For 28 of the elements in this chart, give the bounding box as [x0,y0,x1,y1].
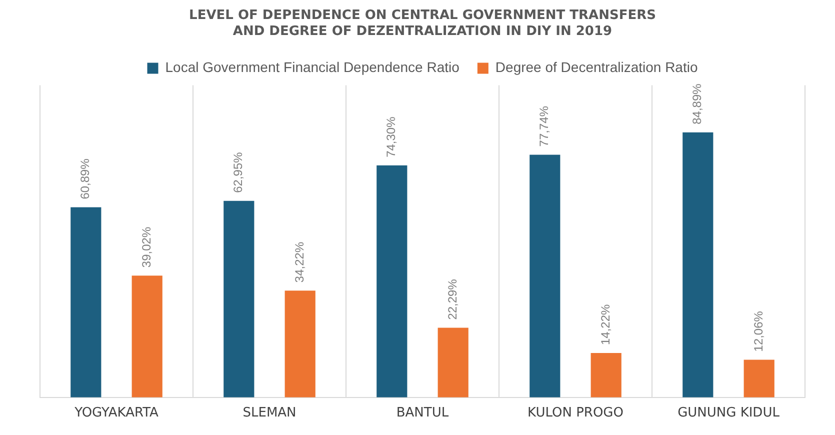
x-tick-label: SLEMAN [242,406,296,421]
bar [438,328,468,398]
data-label: 22,29% [445,278,460,320]
data-label: 12,06% [751,310,766,352]
data-label: 34,22% [292,242,306,283]
data-label: 60,89% [78,158,92,200]
bar [590,353,622,398]
x-tick-label: YOGYAKARTA [74,406,159,421]
bar [132,276,162,398]
bar [682,132,714,398]
legend-label: Local Government Financial Dependence Ratio [165,59,460,76]
data-label: 77,74% [537,106,552,147]
data-label: 62,95% [231,152,246,193]
data-label: 39,02% [139,226,154,268]
legend-label: Degree of Decentralization Ratio [495,59,698,76]
x-tick-label: KULON PROGO [528,406,624,421]
bar [284,290,316,398]
x-tick-label: BANTUL [396,406,450,421]
data-label: 84,89% [690,83,704,124]
bar [530,154,560,398]
bar [70,207,102,398]
x-tick-label: GUNUNG KIDUL [678,406,780,421]
bar [744,360,774,398]
data-label: 74,30% [384,116,398,158]
bar [224,200,254,398]
bar [376,165,408,398]
chart-title: LEVEL OF DEPENDENCE ON CENTRAL GOVERNMENT TRANSFERS AND DEGREE OF DEZENTRALIZATION IN DIY IN 2019 [189,8,656,39]
data-label: 14,22% [598,304,612,346]
